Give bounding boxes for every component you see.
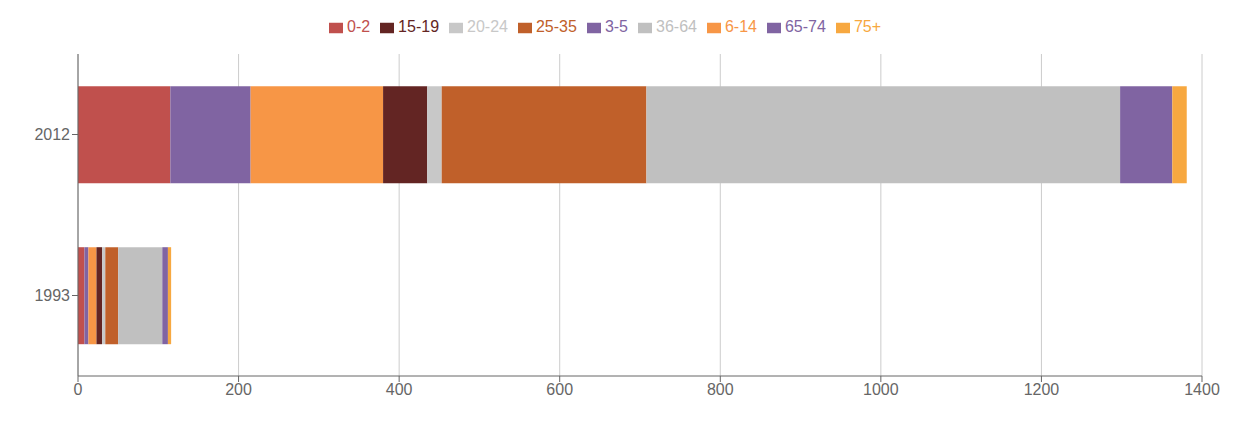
svg-text:800: 800 [707, 381, 734, 398]
html-text:15-19: 15-19 [398, 18, 439, 35]
html-text:0-2: 0-2 [347, 18, 371, 35]
html-text:36-64: 36-64 [656, 18, 697, 35]
html-text:25-35: 25-35 [536, 18, 577, 35]
svg-text:2012: 2012 [34, 126, 70, 143]
html-text:3-5: 3-5 [604, 18, 628, 35]
svg-text:1000: 1000 [863, 381, 899, 398]
svg-text:600: 600 [546, 381, 573, 398]
html-text:20-24: 20-24 [467, 18, 508, 35]
svg-text:1400: 1400 [1184, 381, 1220, 398]
html-text:65-74: 65-74 [785, 18, 826, 35]
svg-text:400: 400 [386, 381, 413, 398]
svg-text:0: 0 [74, 381, 83, 398]
svg-text:200: 200 [225, 381, 252, 398]
svg-text:1200: 1200 [1024, 381, 1060, 398]
svg-text:1993: 1993 [34, 287, 70, 304]
html-text:75+: 75+ [853, 18, 881, 35]
html-text:6-14: 6-14 [724, 18, 757, 35]
